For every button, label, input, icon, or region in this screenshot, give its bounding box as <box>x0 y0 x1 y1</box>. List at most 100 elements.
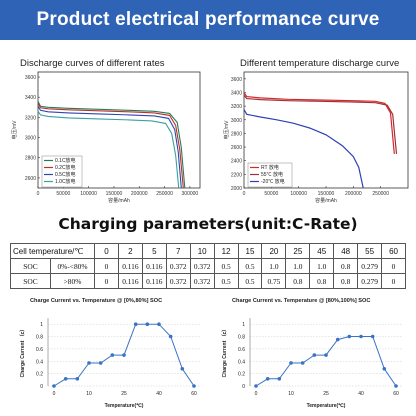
rate-value-cell: 0.116 <box>141 273 167 289</box>
y-axis-label: 电压/mV <box>11 120 18 140</box>
rate-value-cell: 0.372 <box>189 273 215 289</box>
temperature-cell: 48 <box>333 243 359 259</box>
x-axis-label: 容量/mAh <box>108 197 130 204</box>
data-point <box>145 322 150 326</box>
data-point <box>110 353 115 357</box>
rate-value-cell: 0.8 <box>309 273 335 289</box>
y-tick-label: 3400 <box>231 90 242 96</box>
x-tick-label: 10 <box>86 391 92 397</box>
temperature-cell: 25 <box>285 243 311 259</box>
rate-value-cell: 0.8 <box>285 273 311 289</box>
y-tick-label: 2200 <box>231 172 242 178</box>
x-tick-label: 50000 <box>264 191 278 197</box>
data-point <box>168 334 173 339</box>
y-tick-label: 0.6 <box>36 347 43 353</box>
x-tick-label: 100000 <box>80 191 97 197</box>
rate-value-cell: 1.0 <box>309 258 335 274</box>
temperature-cell: 55 <box>357 243 383 259</box>
data-point <box>300 361 305 365</box>
data-point <box>180 367 185 371</box>
data-point <box>265 377 270 381</box>
legend-label: 1.0C放电 <box>55 178 76 185</box>
rate-value-cell: 0.116 <box>117 273 143 289</box>
x-tick-label: 40 <box>358 391 364 397</box>
series-line <box>37 101 186 189</box>
temperature-cell: 15 <box>237 243 263 259</box>
table-header-row: Cell temperature/℃ 0 2 5 7 10 12 15 20 25 45 48 55 60 <box>10 243 406 259</box>
soc-label-cell: SOC <box>10 258 51 274</box>
y-tick-label: 2800 <box>25 156 36 162</box>
rate-value-cell: 0.372 <box>165 273 191 289</box>
table-row: SOC 0%-<80% 0 0.116 0.116 0.372 0.372 0.5 0.5 1.0… <box>10 258 406 274</box>
rate-value-cell: 0.279 <box>357 273 383 289</box>
x-tick-label: 0 <box>243 191 246 197</box>
temperature-cell: 5 <box>141 243 167 259</box>
legend-label: 0.2C放电 <box>55 164 76 171</box>
charging-table: Cell temperature/℃ 0 2 5 7 10 12 15 20 25 45 48 55 60… <box>10 243 406 289</box>
y-tick-label: 0.6 <box>238 347 245 353</box>
rate-chart-caption: Discharge curves of different rates <box>20 58 165 69</box>
y-tick-label: 1 <box>40 322 43 328</box>
rate-value-cell: 0 <box>94 258 119 274</box>
rate-value-cell: 0.8 <box>333 273 359 289</box>
rate-value-cell: 0 <box>381 258 406 274</box>
data-point <box>347 334 352 339</box>
series-line <box>37 103 184 189</box>
temp-chart-caption: Different temperature discharge curve <box>240 58 400 69</box>
data-point <box>98 361 103 365</box>
temperature-cell: 10 <box>189 243 215 259</box>
x-tick-label: 40 <box>156 391 162 397</box>
temperature-cell: 7 <box>165 243 191 259</box>
data-point <box>192 384 196 388</box>
x-axis-label: 容量/mAh <box>315 197 337 204</box>
rate-value-cell: 1.0 <box>261 258 287 274</box>
data-point <box>324 353 328 357</box>
y-tick-label: 3200 <box>231 104 242 110</box>
x-tick-label: 150000 <box>318 191 335 197</box>
y-tick-label: 3400 <box>25 95 36 101</box>
data-point <box>133 322 138 326</box>
rate-value-cell: 0.5 <box>213 273 239 289</box>
legend-label: 0.5C放电 <box>55 171 76 178</box>
rate-value-cell: 0.372 <box>165 258 191 274</box>
x-tick-label: 200000 <box>345 191 362 197</box>
x-tick-label: 200000 <box>131 191 148 197</box>
data-point <box>382 367 387 371</box>
data-point <box>52 384 56 388</box>
data-point <box>122 353 126 357</box>
chart-title: Charge Current vs. Temperature @ [80%,10… <box>232 298 370 304</box>
rate-value-cell: 0.116 <box>141 258 167 274</box>
chart-title: Charge Current vs. Temperature @ [0%,80%… <box>30 298 162 304</box>
x-axis-label: Temperature(℃) <box>307 402 346 409</box>
temp-discharge-chart: 3600 3400 3200 3000 2800 2600 2400 2200 20000 500… <box>223 71 409 204</box>
y-tick-label: 2600 <box>25 176 36 182</box>
y-axis-label: Charge Current （c） <box>20 327 26 378</box>
data-point <box>157 322 161 326</box>
table-row: SOC >80% 0 0.116 0.116 0.372 0.372 0.5 0.5 0.75 0.… <box>10 273 406 289</box>
data-point <box>359 334 363 339</box>
y-tick-label: 2000 <box>231 186 242 192</box>
data-point <box>63 377 68 381</box>
rate-value-cell: 0.75 <box>261 273 287 289</box>
series-line <box>243 94 398 154</box>
x-tick-label: 0 <box>53 391 56 397</box>
x-tick-label: 60 <box>191 391 197 397</box>
rate-value-cell: 0 <box>94 273 119 289</box>
y-tick-label: 3600 <box>25 75 36 81</box>
legend-label: 55℃ 放电 <box>261 171 283 178</box>
soc-label-cell: SOC <box>10 273 51 289</box>
data-point <box>394 384 398 388</box>
rate-value-cell: 0.5 <box>237 273 263 289</box>
y-tick-label: 2400 <box>231 159 242 165</box>
x-tick-label: 150000 <box>106 191 123 197</box>
data-point <box>277 377 282 381</box>
x-tick-label: 25 <box>121 391 127 397</box>
legend-label: 0.1C放电 <box>55 157 76 164</box>
series-line <box>37 106 182 189</box>
rate-value-cell: 0 <box>381 273 406 289</box>
data-point <box>289 361 293 365</box>
x-tick-label: 60 <box>393 391 399 397</box>
data-point <box>312 353 317 357</box>
charge-current-chart-high-soc: Charge Current vs. Temperature @ [80%,10… <box>222 298 402 409</box>
y-tick-label: 3000 <box>231 118 242 124</box>
